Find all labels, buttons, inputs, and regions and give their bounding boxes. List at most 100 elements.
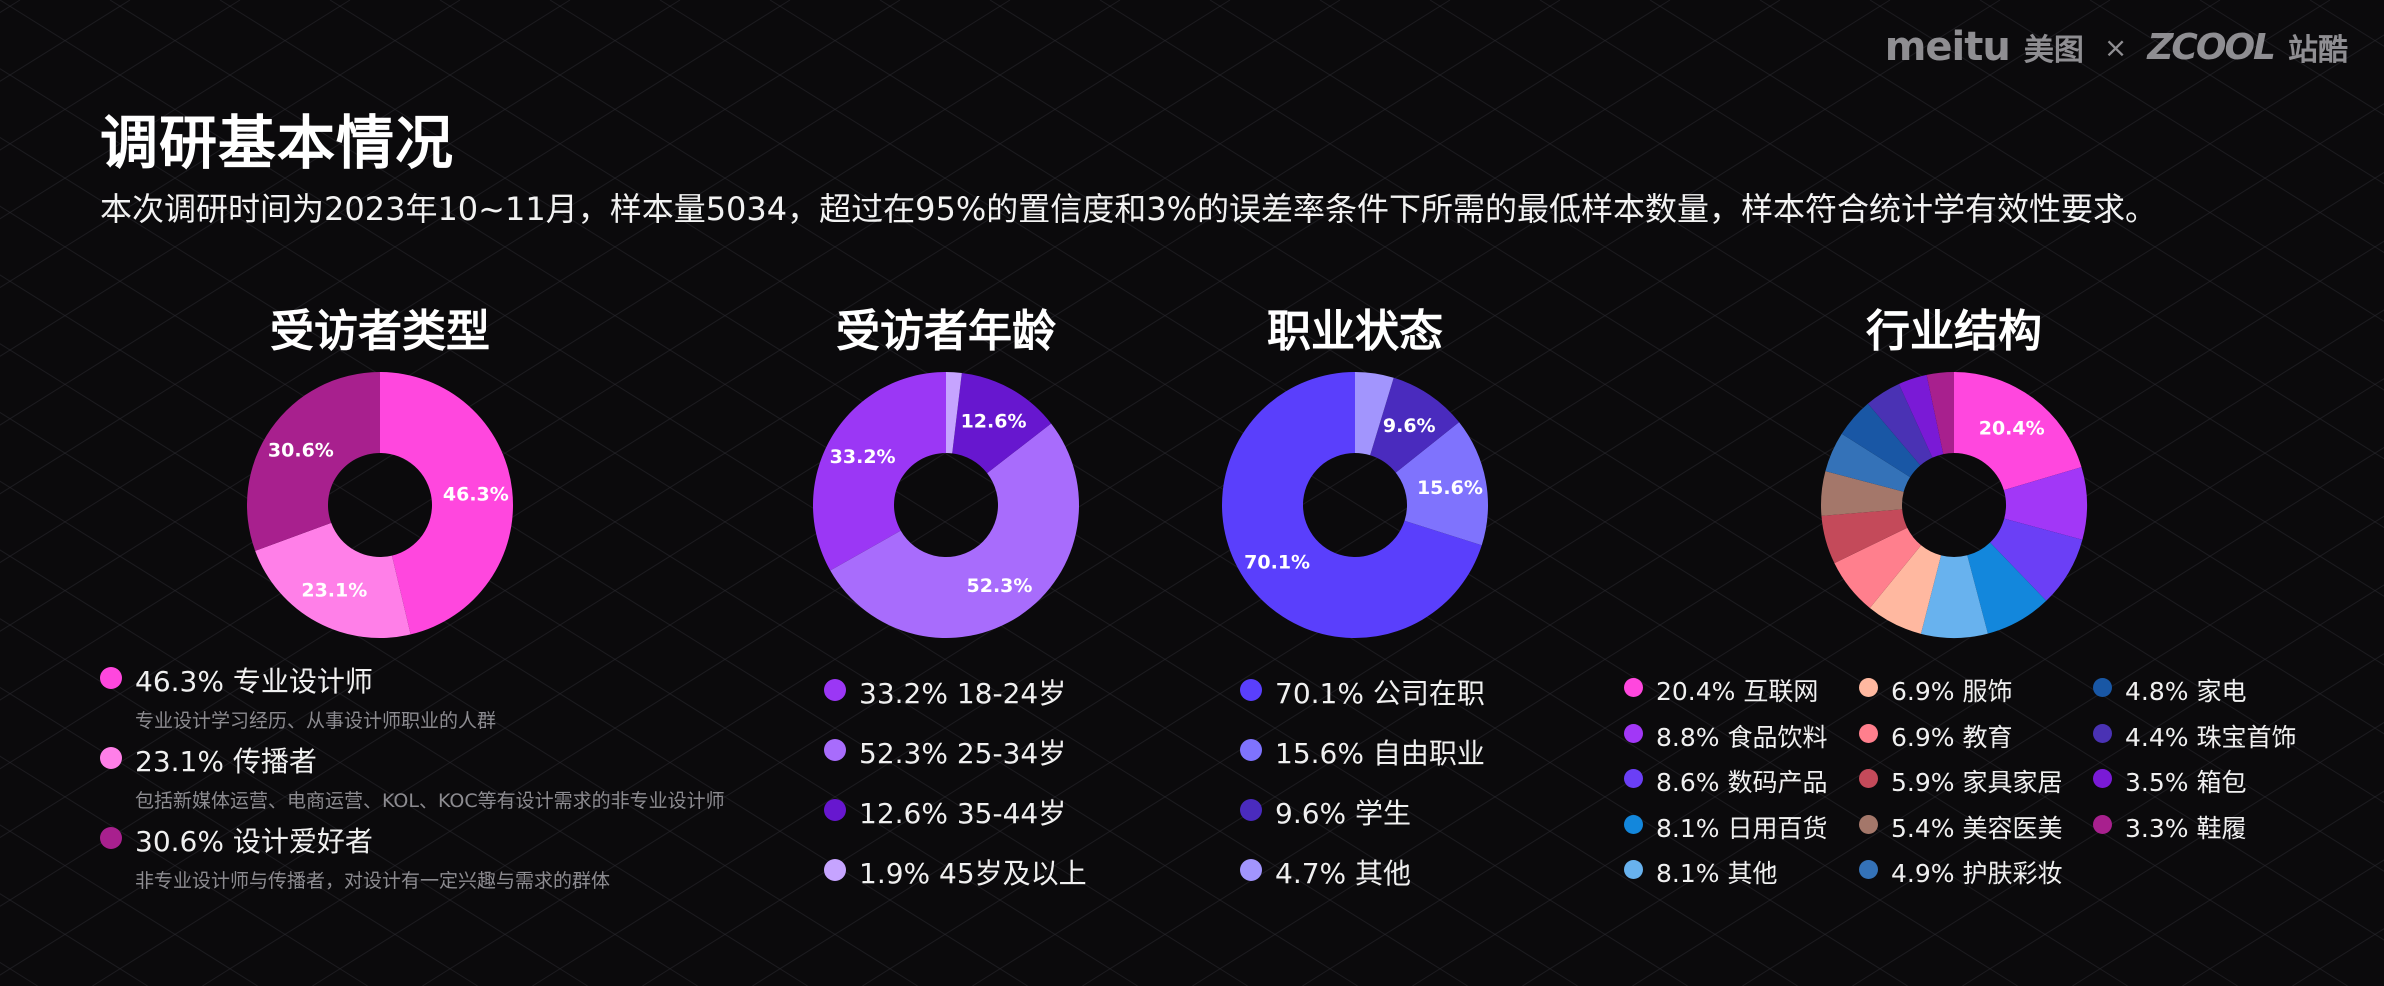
grid-line — [1759, 0, 2384, 391]
grid-line — [879, 0, 2384, 941]
legend-dot — [1624, 723, 1643, 743]
grid-line — [1869, 0, 2384, 322]
grid-line — [0, 136, 1358, 986]
page-title: 调研基本情况 — [100, 109, 455, 177]
donut-slice — [830, 423, 1079, 638]
grid-line — [0, 549, 698, 986]
chart-title-age: 受访者年龄 — [836, 306, 1056, 357]
legend-column: 6.9% 服饰 6.9% 教育 5.9% 家具家居 5.4% 美容医美 4.9%… — [1859, 672, 2062, 900]
donut-slice — [1867, 383, 1933, 466]
legend-dot — [2093, 769, 2112, 788]
legend-item: 6.9% 服饰 — [1859, 672, 2062, 718]
legend-item: 15.6% 自由职业 — [1240, 732, 1485, 792]
legend-item: 33.2% 18-24岁 — [824, 672, 1087, 732]
legend-value: 5.4% — [1891, 813, 1955, 843]
legend-dot — [824, 739, 846, 761]
grid-line — [1742, 584, 2384, 986]
legend-value: 33.2% — [859, 677, 948, 710]
grid-line — [0, 480, 808, 986]
legend-label: 18-24岁 — [956, 677, 1067, 710]
legend-label: 自由职业 — [1372, 737, 1485, 770]
grid-line — [1632, 515, 2384, 986]
legend-item: 1.9% 45岁及以上 — [824, 852, 1087, 912]
chart-title-respondent-type: 受访者类型 — [270, 306, 490, 357]
legend-dot — [2093, 814, 2112, 834]
legend-label: 互联网 — [1743, 677, 1819, 706]
legend-label: 家电 — [2196, 677, 2247, 706]
donut-slice — [946, 372, 962, 454]
grid-line — [1209, 0, 2384, 735]
legend-dot — [1859, 860, 1878, 879]
legend-value: 23.1% — [135, 745, 224, 778]
legend-label: 设计爱好者 — [232, 825, 373, 858]
legend-value: 9.6% — [1275, 797, 1347, 830]
legend-value: 15.6% — [1275, 737, 1364, 770]
grid-line — [0, 0, 681, 426]
donut-slice — [255, 522, 411, 638]
legend-label: 日用百货 — [1727, 813, 1828, 843]
grid-line — [1539, 0, 2384, 529]
legend-dot — [1624, 814, 1643, 834]
legend-dot — [1859, 678, 1878, 697]
donut-slice — [1821, 509, 1908, 564]
grid-line — [532, 0, 2111, 986]
grid-line — [2292, 928, 2384, 986]
legend-column: 20.4% 互联网 8.8% 食品饮料 8.6% 数码产品 8.1% 日用百货 … — [1624, 672, 1827, 900]
slice-value-label: 12.6% — [961, 411, 1027, 433]
legend-item: 8.6% 数码产品 — [1624, 763, 1827, 809]
meitu-logo: meitu — [1884, 24, 2011, 70]
donut-age: 33.2% 52.3% 12.6% — [813, 372, 1079, 638]
legend-item: 12.6% 35-44岁 — [824, 792, 1087, 852]
grid-line — [0, 0, 351, 220]
grid-line — [0, 0, 1578, 986]
donut-slice — [1355, 372, 1394, 456]
grid-line — [862, 34, 2384, 986]
grid-line — [0, 0, 901, 564]
legend-value: 8.8% — [1656, 722, 1720, 752]
legend-description: 专业设计学习经历、从事设计师职业的人群 — [135, 710, 497, 732]
grid-line — [2072, 790, 2384, 986]
donut-slice — [2003, 467, 2087, 540]
legend-label: 35-44岁 — [956, 797, 1067, 830]
grid-line — [0, 343, 1028, 986]
slice-value-label: 23.1% — [301, 580, 367, 602]
donut-slice — [1920, 555, 1988, 638]
legend-value: 4.9% — [1891, 859, 1955, 888]
donut-slice — [1926, 372, 1954, 455]
donut-slice — [1825, 433, 1911, 492]
legend-value: 1.9% — [859, 857, 931, 890]
legend-label: 美容医美 — [1962, 813, 2063, 843]
legend-value: 12.6% — [859, 797, 948, 830]
brand-logos: meitu 美图 × ZCOOL 站酷 — [1885, 24, 2348, 70]
grid-line — [329, 0, 1908, 986]
grid-line — [0, 618, 588, 986]
slice-value-label: 52.3% — [967, 575, 1033, 597]
legend-dot — [1624, 860, 1643, 879]
legend-age: 33.2% 18-24岁 52.3% 25-34岁 12.6% 35-44岁 1… — [824, 672, 1087, 912]
chart-title-industry: 行业结构 — [1866, 306, 2042, 357]
grid-line — [1412, 378, 2384, 986]
legend-column: 4.8% 家电 4.4% 珠宝首饰 3.5% 箱包 3.3% 鞋履 — [2093, 672, 2296, 854]
grid-line — [1522, 446, 2384, 986]
donut-slice — [1954, 372, 2082, 491]
legend-label: 护肤彩妆 — [1962, 859, 2063, 888]
legend-item: 8.1% 日用百货 — [1624, 809, 1827, 855]
legend-item: 20.4% 互联网 — [1624, 672, 1827, 718]
legend-job-status: 70.1% 公司在职 15.6% 自由职业 9.6% 学生 4.7% 其他 — [1240, 672, 1485, 912]
grid-line — [1319, 0, 2384, 666]
grid-line — [0, 0, 1341, 839]
legend-value: 8.1% — [1656, 813, 1720, 843]
legend-value: 70.1% — [1275, 677, 1364, 710]
donut-slice — [1222, 372, 1482, 638]
grid-line — [1979, 0, 2384, 254]
donut-slice — [1370, 377, 1460, 473]
grid-line — [202, 0, 1781, 986]
zcool-logo-cn: 站酷 — [2288, 33, 2348, 68]
legend-dot — [100, 667, 122, 689]
legend-label: 专业设计师 — [232, 665, 373, 698]
grid-line — [1852, 653, 2384, 986]
collab-times-icon: × — [2103, 30, 2128, 64]
page-subtitle: 本次调研时间为2023年10~11月，样本量5034，超过在95%的置信度和3%… — [100, 190, 2158, 228]
legend-item: 4.7% 其他 — [1240, 852, 1485, 912]
grid-line — [0, 0, 571, 357]
